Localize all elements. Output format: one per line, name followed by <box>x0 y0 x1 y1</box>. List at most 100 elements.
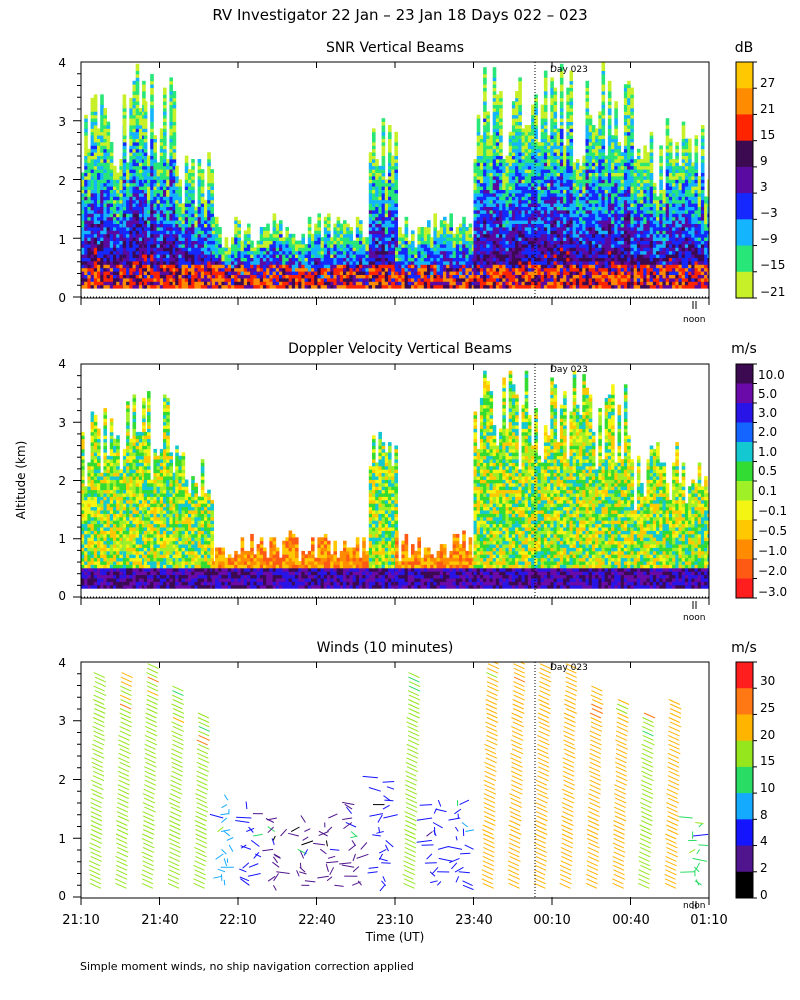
heatmap-cell <box>502 206 506 211</box>
heatmap-cell <box>181 210 186 214</box>
heatmap-cell <box>355 257 360 262</box>
heatmap-cell <box>215 264 219 269</box>
heatmap-cell <box>550 274 554 279</box>
heatmap-cell <box>540 250 545 255</box>
heatmap-cell <box>508 254 513 258</box>
heatmap-cell <box>543 213 548 218</box>
heatmap-cell <box>462 230 466 235</box>
heatmap-cell <box>132 223 137 228</box>
heatmap-cell <box>253 247 257 252</box>
heatmap-cell <box>446 250 450 255</box>
heatmap-cell <box>109 186 114 190</box>
heatmap-cell <box>547 281 551 286</box>
heatmap-cell <box>499 155 503 160</box>
heatmap-cell <box>515 97 519 102</box>
heatmap-cell <box>122 94 127 99</box>
heatmap-cell <box>401 233 405 238</box>
heatmap-cell <box>553 278 558 282</box>
heatmap-cell <box>443 223 447 228</box>
heatmap-cell <box>200 193 205 197</box>
heatmap-cell <box>483 70 487 75</box>
heatmap-cell <box>333 281 337 286</box>
heatmap-cell <box>317 271 321 275</box>
heatmap-cell <box>483 84 487 88</box>
heatmap-cell <box>511 284 516 289</box>
heatmap-cell <box>106 138 111 143</box>
heatmap-cell <box>540 189 545 194</box>
heatmap-cell <box>372 210 376 214</box>
heatmap-cell <box>191 278 195 282</box>
heatmap-cell <box>169 250 173 255</box>
heatmap-cell <box>256 271 261 275</box>
heatmap-cell <box>446 274 450 279</box>
heatmap-cell <box>368 152 373 156</box>
heatmap-cell <box>427 281 431 286</box>
heatmap-cell <box>540 145 545 150</box>
heatmap-cell <box>330 240 334 245</box>
heatmap-cell <box>256 281 261 286</box>
heatmap-cell <box>550 254 554 258</box>
heatmap-cell <box>138 199 143 204</box>
heatmap-cell <box>147 213 151 218</box>
heatmap-cell <box>483 145 487 150</box>
heatmap-cell <box>103 128 107 133</box>
heatmap-cell <box>263 274 267 279</box>
heatmap-cell <box>169 97 173 102</box>
heatmap-cell <box>169 196 173 201</box>
heatmap-cell <box>307 216 312 221</box>
heatmap-cell <box>543 240 548 245</box>
heatmap-cell <box>398 227 402 231</box>
heatmap-cell <box>483 121 487 126</box>
heatmap-cell <box>395 284 399 289</box>
heatmap-cell <box>521 186 526 190</box>
heatmap-cell <box>93 264 98 269</box>
heatmap-cell <box>547 220 551 224</box>
heatmap-cell <box>531 250 535 255</box>
heatmap-cell <box>285 267 289 272</box>
heatmap-cell <box>556 281 561 286</box>
heatmap-cell <box>483 138 487 143</box>
heatmap-cell <box>518 271 522 275</box>
heatmap-cell <box>511 152 516 156</box>
heatmap-cell <box>150 142 154 146</box>
heatmap-cell <box>527 193 532 197</box>
heatmap-cell <box>314 267 318 272</box>
heatmap-cell <box>224 254 229 258</box>
heatmap-cell <box>207 274 211 279</box>
heatmap-cell <box>378 172 382 177</box>
heatmap-cell <box>311 240 315 245</box>
heatmap-cell <box>492 250 497 255</box>
heatmap-cell <box>499 274 503 279</box>
heatmap-cell <box>486 244 490 248</box>
heatmap-cell <box>159 186 164 190</box>
heatmap-cell <box>119 240 123 245</box>
heatmap-cell <box>420 284 425 289</box>
heatmap-cell <box>191 179 195 184</box>
heatmap-cell <box>143 101 148 105</box>
heatmap-cell <box>540 155 545 160</box>
heatmap-cell <box>401 240 405 245</box>
heatmap-cell <box>81 240 85 245</box>
heatmap-cell <box>327 213 331 218</box>
heatmap-cell <box>508 271 513 275</box>
heatmap-cell <box>468 281 473 286</box>
heatmap-cell <box>288 274 293 279</box>
heatmap-cell <box>103 121 107 126</box>
heatmap-cell <box>129 244 133 248</box>
heatmap-cell <box>172 213 177 218</box>
heatmap-cell <box>172 172 177 177</box>
heatmap-cell <box>132 142 137 146</box>
heatmap-cell <box>384 179 389 184</box>
heatmap-cell <box>336 271 341 275</box>
heatmap-cell <box>250 264 254 269</box>
heatmap-cell <box>336 247 341 252</box>
heatmap-cell <box>163 179 167 184</box>
heatmap-cell <box>417 278 421 282</box>
heatmap-cell <box>531 244 535 248</box>
heatmap-cell <box>473 250 478 255</box>
heatmap-cell <box>346 254 350 258</box>
heatmap-cell <box>355 281 360 286</box>
heatmap-cell <box>452 284 457 289</box>
heatmap-cell <box>184 213 189 218</box>
heatmap-cell <box>343 220 347 224</box>
